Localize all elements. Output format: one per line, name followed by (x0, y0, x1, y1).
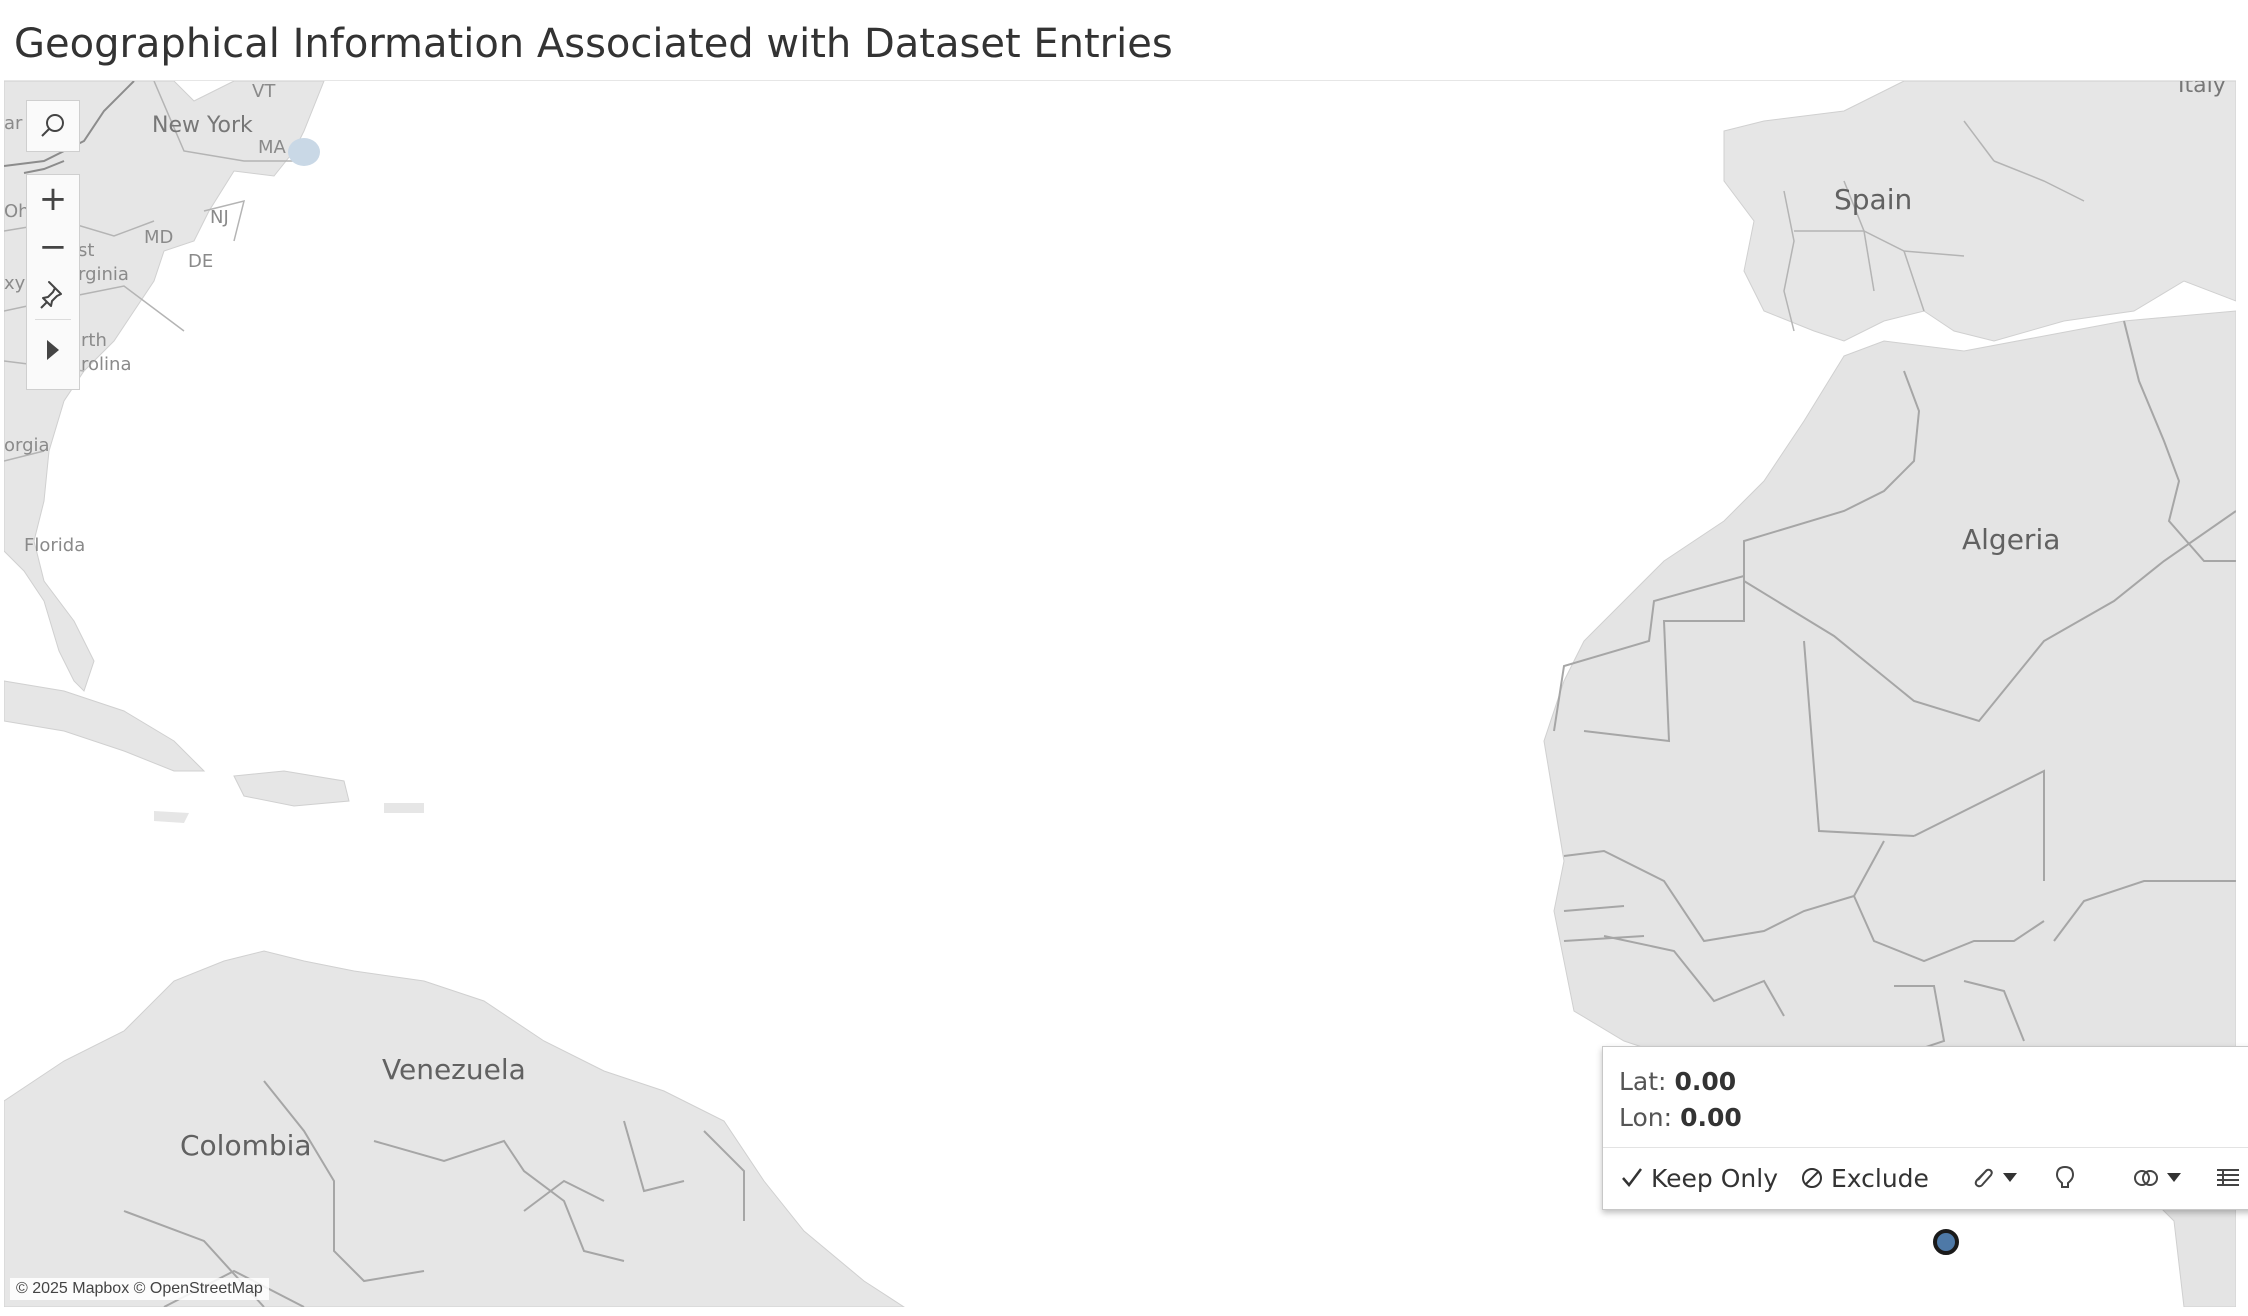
map-label-oh: Oh (4, 201, 30, 222)
exclude-button[interactable]: Exclude (1801, 1148, 1929, 1208)
link-button[interactable] (2133, 1148, 2181, 1208)
link-icon (2134, 1170, 2158, 1186)
map-label-west-virginia: st rginia (78, 240, 129, 285)
map-label-colombia: Colombia (180, 1129, 312, 1162)
map-label-ky: xy (4, 273, 26, 294)
paperclip-icon (1974, 1168, 1993, 1188)
land-cuba (4, 680, 206, 772)
data-point-mark[interactable] (1933, 1229, 1959, 1255)
map-label-vt: VT (252, 81, 276, 102)
land-south-america (4, 950, 905, 1307)
tooltip-lat-label: Lat: (1619, 1067, 1667, 1096)
us-borders (4, 81, 294, 462)
land-puerto-rico (384, 803, 424, 813)
lake (288, 138, 320, 166)
chevron-down-icon[interactable] (2167, 1173, 2181, 1183)
map-label-md: MD (144, 227, 174, 248)
check-icon (1622, 1168, 1642, 1187)
map-label-georgia: orgia (4, 435, 50, 456)
mark-tooltip: Lat: 0.00 Lon: 0.00 Keep Only Exclude (1602, 1046, 2248, 1210)
tooltip-lon-value: 0.00 (1680, 1103, 1742, 1132)
create-set-button[interactable] (2053, 1148, 2077, 1208)
map-label-algeria: Algeria (1962, 523, 2061, 556)
map-search-control[interactable] (26, 100, 80, 152)
land-sardinia (2144, 191, 2172, 251)
search-icon[interactable] (27, 101, 79, 149)
land-europe (1723, 81, 2236, 342)
exclude-label: Exclude (1831, 1163, 1929, 1193)
map-label-spain: Spain (1834, 183, 1913, 216)
map-label-de: DE (188, 251, 214, 272)
play-icon[interactable] (27, 320, 79, 380)
map-attribution[interactable]: © 2025 Mapbox © OpenStreetMap (10, 1278, 269, 1300)
keep-only-label: Keep Only (1651, 1163, 1778, 1193)
map-label-new-york: New York (152, 113, 253, 138)
tooltip-lon-label: Lon: (1619, 1103, 1673, 1132)
tooltip-lat-row: Lat: 0.00 (1619, 1067, 1736, 1096)
map-label-florida: Florida (24, 535, 86, 556)
group-members-button[interactable] (1971, 1148, 2017, 1208)
zoom-in-button[interactable]: + (38, 179, 68, 219)
land-north-america (4, 81, 325, 692)
keep-only-button[interactable]: Keep Only (1621, 1148, 1778, 1208)
tooltip-lat-value: 0.00 (1674, 1067, 1737, 1096)
coastline (4, 81, 135, 174)
exclude-icon (1802, 1168, 1822, 1188)
page-title: Geographical Information Associated with… (14, 21, 1173, 67)
view-data-button[interactable] (2215, 1148, 2241, 1208)
tooltip-lon-row: Lon: 0.00 (1619, 1103, 1742, 1132)
table-icon (2217, 1169, 2239, 1186)
map-label-ma: MA (258, 137, 286, 158)
map-canvas[interactable]: New York VT MA NJ MD DE Oh xy ar st rgin… (4, 80, 2236, 1307)
country-borders (1553, 320, 2236, 1062)
zoom-out-button[interactable]: − (38, 227, 68, 267)
lightbulb-icon (2055, 1165, 2075, 1188)
chevron-down-icon[interactable] (2003, 1173, 2017, 1183)
iberia-borders (1783, 120, 2085, 332)
map-label-italy: Italy (2178, 80, 2226, 98)
pin-icon[interactable] (27, 271, 79, 319)
tooltip-actions: Keep Only Exclude (1603, 1147, 2248, 1208)
map-zoom-controls: + − (26, 174, 80, 390)
map-label-ar: ar (4, 113, 23, 134)
land-hispaniola (233, 770, 350, 807)
map-label-venezuela: Venezuela (382, 1053, 526, 1086)
control-divider (35, 319, 71, 320)
map-label-nj: NJ (210, 207, 229, 228)
land-jamaica (154, 811, 189, 823)
